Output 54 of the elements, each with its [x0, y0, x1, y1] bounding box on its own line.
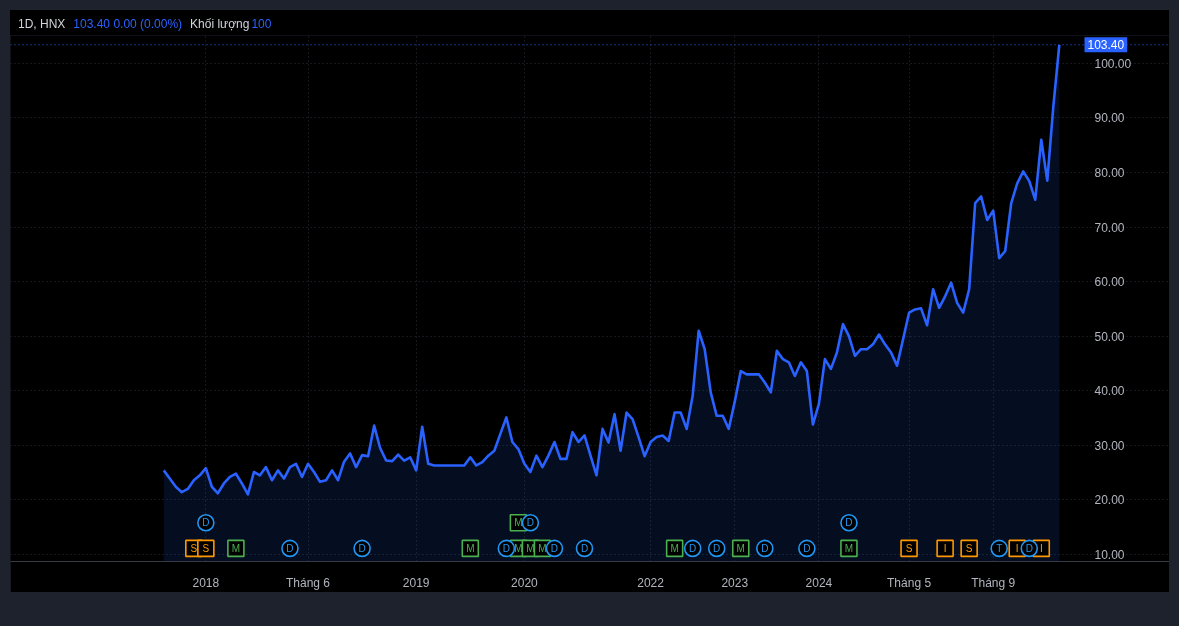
data-label: M — [538, 542, 547, 554]
data-label: I — [1039, 542, 1043, 554]
data-label: D — [803, 542, 811, 554]
y-tick-label: 60.00 — [1094, 275, 1125, 290]
data-label: D — [845, 517, 853, 529]
data-label: D — [358, 542, 366, 554]
x-tick-label: 2018 — [192, 575, 220, 590]
chart-subtitle: 103.40 0.00 (0.00%) — [73, 17, 183, 31]
data-label: M — [231, 542, 241, 554]
y-tick-label: 50.00 — [1094, 329, 1125, 344]
x-tick-label: Tháng 6 — [286, 575, 331, 590]
y-tick-label: 40.00 — [1094, 384, 1125, 399]
text: 1D, HNX — [18, 17, 66, 31]
data-label: M — [466, 542, 475, 554]
data-label: D — [502, 542, 510, 554]
ref-line-label: 103.40 — [1087, 38, 1125, 53]
y-tick-label: 30.00 — [1094, 438, 1125, 453]
text: Khối lượng — [190, 17, 250, 31]
x-tick-label: Tháng 9 — [971, 575, 1016, 590]
data-label: M — [514, 517, 523, 529]
y-tick-label: 70.00 — [1094, 220, 1125, 235]
y-tick-label: 100.00 — [1094, 56, 1132, 71]
x-tick-label: Tháng 5 — [887, 575, 932, 590]
data-label: M — [670, 542, 679, 554]
data-label: M — [526, 542, 535, 554]
data-label: D — [761, 542, 769, 554]
data-label: M — [514, 542, 523, 554]
y-tick-label: 20.00 — [1094, 493, 1125, 508]
data-label: T — [996, 542, 1003, 554]
data-label: D — [1025, 542, 1033, 554]
data-label: D — [526, 517, 535, 529]
data-label: S — [190, 542, 198, 554]
data-label: D — [689, 542, 697, 554]
y-tick-label: 80.00 — [1094, 165, 1125, 180]
data-label: M — [844, 542, 854, 554]
data-label: S — [965, 542, 973, 554]
x-tick-label: 2019 — [402, 575, 430, 590]
data-label: D — [580, 542, 589, 554]
data-label: D — [550, 542, 559, 554]
x-tick-label: 2023 — [721, 575, 749, 590]
x-tick-label: 2024 — [805, 575, 833, 590]
data-label: S — [905, 542, 913, 554]
data-label: D — [202, 517, 210, 529]
y-tick-label: 90.00 — [1094, 111, 1125, 126]
x-tick-label: 2022 — [637, 575, 665, 590]
y-tick-label: 10.00 — [1094, 547, 1125, 562]
data-label: I — [1015, 542, 1019, 554]
data-label: D — [713, 542, 721, 554]
data-label: I — [943, 542, 947, 554]
data-label: M — [736, 542, 745, 554]
data-label: D — [286, 542, 294, 554]
x-tick-label: 2020 — [511, 575, 539, 590]
text: 100 — [251, 17, 272, 31]
data-label: S — [202, 542, 210, 554]
